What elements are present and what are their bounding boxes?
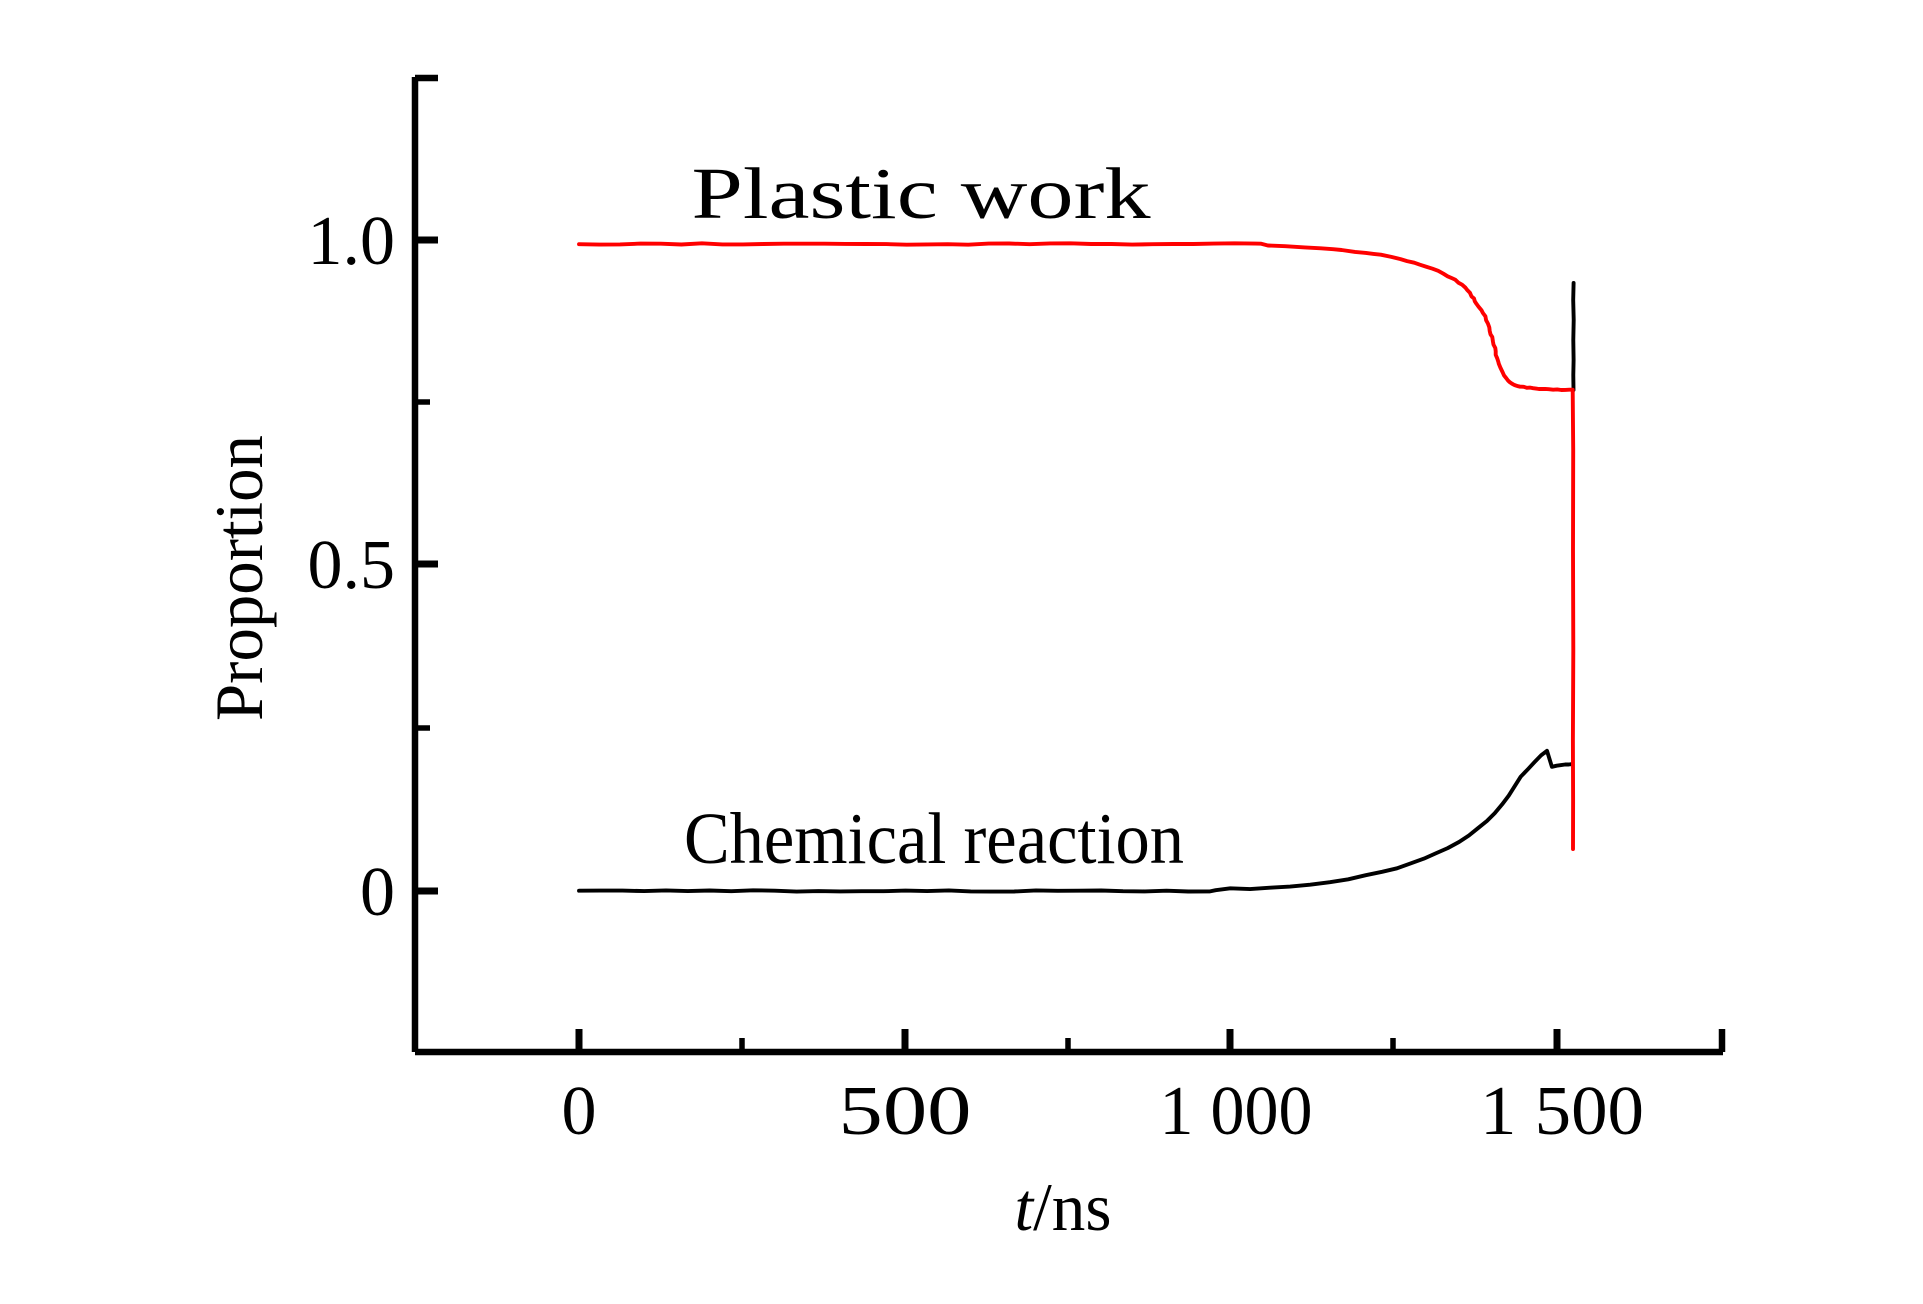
svg-text:t/ns: t/ns bbox=[1015, 1169, 1112, 1245]
svg-text:0: 0 bbox=[360, 854, 395, 931]
svg-text:0.5: 0.5 bbox=[308, 527, 396, 604]
svg-text:500: 500 bbox=[839, 1073, 972, 1150]
svg-text:1 500: 1 500 bbox=[1480, 1073, 1644, 1150]
svg-text:0: 0 bbox=[562, 1073, 597, 1150]
svg-text:Proportion: Proportion bbox=[201, 435, 277, 721]
svg-text:1.0: 1.0 bbox=[308, 203, 396, 280]
svg-text:Plastic work: Plastic work bbox=[692, 153, 1152, 234]
svg-text:1 000: 1 000 bbox=[1160, 1073, 1313, 1150]
svg-text:Chemical reaction: Chemical reaction bbox=[684, 798, 1184, 879]
